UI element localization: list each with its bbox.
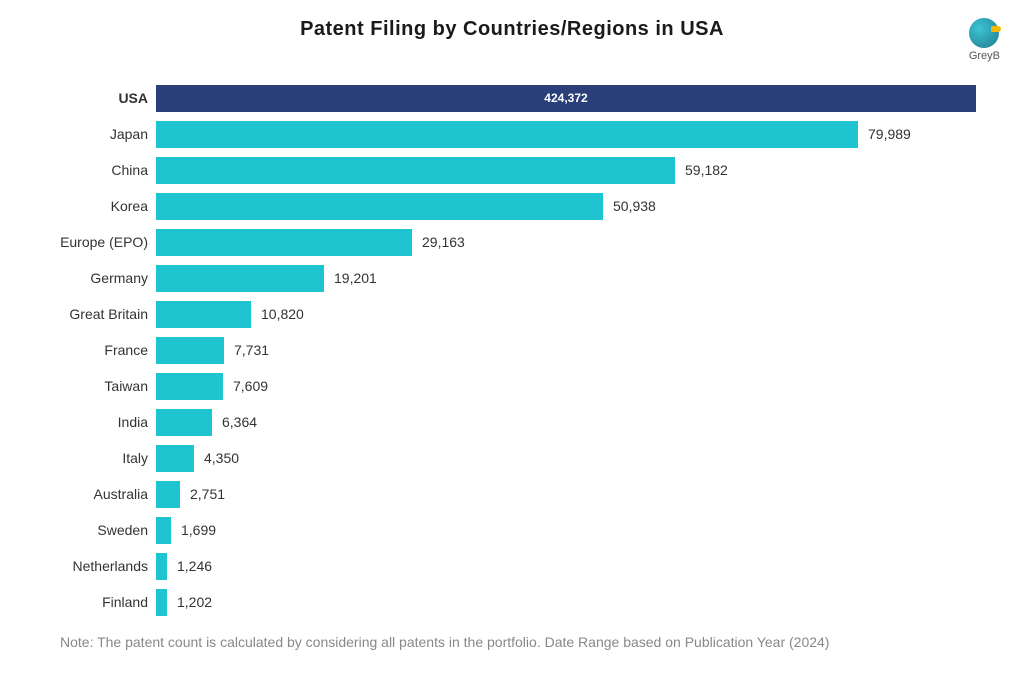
bar (156, 589, 167, 616)
bar-row: Netherlands 1,246 (60, 548, 980, 584)
bar-category-label: Japan (60, 126, 156, 142)
bar-value-label: 2,751 (190, 486, 225, 502)
bar-track: 1,246 (156, 548, 980, 584)
bar (156, 337, 224, 364)
bar-value-label: 19,201 (334, 270, 377, 286)
bar-row: Great Britain 10,820 (60, 296, 980, 332)
bar-track: 7,731 (156, 332, 980, 368)
bar-row: France 7,731 (60, 332, 980, 368)
bar-value-label: 6,364 (222, 414, 257, 430)
bar-category-label: China (60, 162, 156, 178)
bar-row: Australia 2,751 (60, 476, 980, 512)
bar (156, 301, 251, 328)
bar-value-label: 1,202 (177, 594, 212, 610)
bar (156, 481, 180, 508)
bar-row: Korea 50,938 (60, 188, 980, 224)
bar-category-label: Australia (60, 486, 156, 502)
bar-category-label: Netherlands (60, 558, 156, 574)
bar-track: 4,350 (156, 440, 980, 476)
chart-title: Patent Filing by Countries/Regions in US… (0, 18, 1024, 41)
chart-footnote: Note: The patent count is calculated by … (60, 634, 980, 650)
bar-track: 6,364 (156, 404, 980, 440)
bar (156, 265, 324, 292)
bar-value-label: 1,246 (177, 558, 212, 574)
bar-row: India 6,364 (60, 404, 980, 440)
bar-track: 424,372 (156, 80, 980, 116)
bar-row: USA 424,372 (60, 80, 980, 116)
bar-category-label: Sweden (60, 522, 156, 538)
bar-value-label: 4,350 (204, 450, 239, 466)
bar-track: 1,202 (156, 584, 980, 620)
bar (156, 157, 675, 184)
brand-logo: GreyB (969, 18, 1000, 62)
bar-value-label: 59,182 (685, 162, 728, 178)
bar (156, 373, 223, 400)
bar-row: Japan 79,989 (60, 116, 980, 152)
bar-category-label: Finland (60, 594, 156, 610)
bar-category-label: Europe (EPO) (60, 234, 156, 250)
brand-logo-icon (969, 18, 999, 48)
bar-category-label: Germany (60, 270, 156, 286)
bar-row: Europe (EPO) 29,163 (60, 224, 980, 260)
bar-row: Finland 1,202 (60, 584, 980, 620)
bar (156, 229, 412, 256)
bar-value-label: 7,609 (233, 378, 268, 394)
bar-category-label: Great Britain (60, 306, 156, 322)
bar-row: Taiwan 7,609 (60, 368, 980, 404)
bar-track: 29,163 (156, 224, 980, 260)
bar-track: 59,182 (156, 152, 980, 188)
bar-chart: USA 424,372 Japan 79,989 China 59,182 Korea 50,… (60, 80, 980, 625)
bar (156, 193, 603, 220)
bar-track: 19,201 (156, 260, 980, 296)
bar-category-label: India (60, 414, 156, 430)
bar-value-label: 10,820 (261, 306, 304, 322)
bar-track: 10,820 (156, 296, 980, 332)
bar (156, 517, 171, 544)
bar (156, 445, 194, 472)
bar: 424,372 (156, 85, 976, 112)
bar-row: China 59,182 (60, 152, 980, 188)
bar (156, 409, 212, 436)
bar-track: 79,989 (156, 116, 980, 152)
bar-category-label: Italy (60, 450, 156, 466)
bar (156, 553, 167, 580)
bar (156, 121, 858, 148)
bar-track: 2,751 (156, 476, 980, 512)
bar-row: Sweden 1,699 (60, 512, 980, 548)
bar-category-label: Taiwan (60, 378, 156, 394)
bar-category-label: France (60, 342, 156, 358)
bar-value-label: 424,372 (544, 91, 587, 105)
bar-row: Germany 19,201 (60, 260, 980, 296)
bar-track: 50,938 (156, 188, 980, 224)
bar-track: 1,699 (156, 512, 980, 548)
bar-value-label: 79,989 (868, 126, 911, 142)
bar-track: 7,609 (156, 368, 980, 404)
bar-category-label: USA (60, 90, 156, 106)
bar-value-label: 7,731 (234, 342, 269, 358)
bar-value-label: 29,163 (422, 234, 465, 250)
bar-value-label: 50,938 (613, 198, 656, 214)
bar-category-label: Korea (60, 198, 156, 214)
bar-value-label: 1,699 (181, 522, 216, 538)
brand-logo-text: GreyB (969, 50, 1000, 62)
bar-row: Italy 4,350 (60, 440, 980, 476)
